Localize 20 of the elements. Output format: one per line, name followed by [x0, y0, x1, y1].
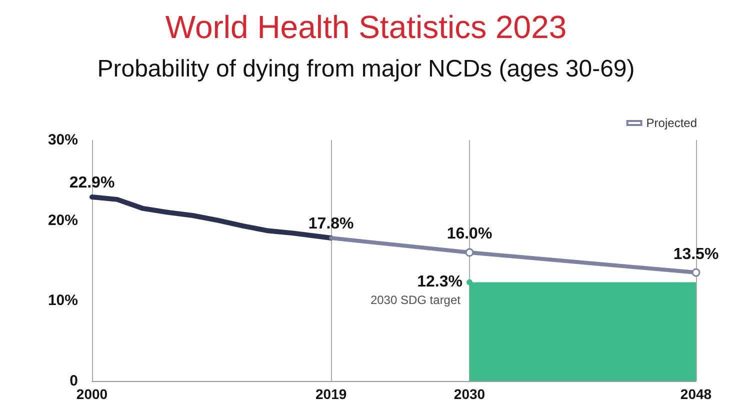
x-tick-label: 2048: [680, 386, 712, 402]
x-tick-label: 2030: [454, 386, 486, 402]
y-tick-label: 0: [70, 372, 78, 390]
chart-subtitle: Probability of dying from major NCDs (ages 30-69): [97, 56, 635, 82]
data-label: 16.0%: [446, 226, 492, 243]
data-label: 13.5%: [673, 246, 719, 263]
x-tick-label: 2000: [76, 386, 108, 402]
chart-title: World Health Statistics 2023: [165, 9, 567, 45]
y-tick-label: 30%: [48, 132, 78, 148]
data-label: 12.3%: [417, 274, 462, 291]
y-tick-label: 10%: [48, 292, 78, 310]
point: [692, 268, 700, 277]
x-tick-label: 2019: [316, 386, 347, 402]
y-tick-label: 20%: [48, 212, 78, 229]
data-label: 17.8%: [308, 216, 354, 233]
legend-label: Projected: [646, 116, 698, 130]
data-label: 22.9%: [69, 174, 115, 192]
point: [465, 248, 474, 257]
annotation: 2030 SDG target: [370, 293, 462, 308]
point: [466, 279, 472, 286]
